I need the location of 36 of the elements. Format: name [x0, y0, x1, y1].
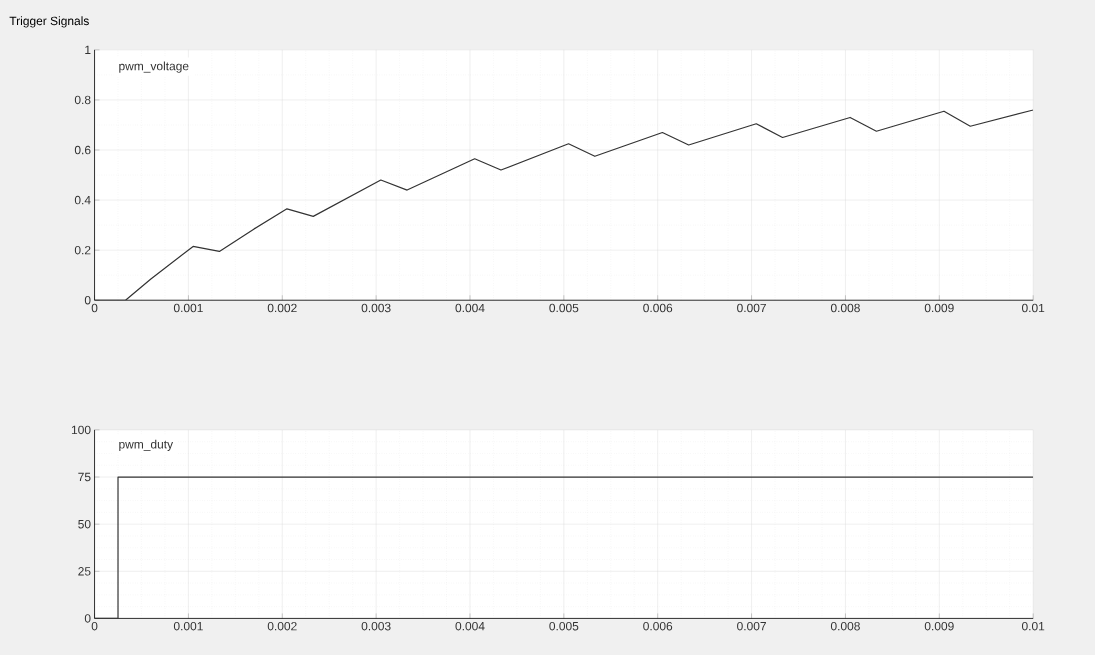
y-tick-label: 0.4	[74, 195, 91, 205]
x-tick-label: 0.003	[361, 303, 391, 313]
y-tick-label: 100	[71, 425, 91, 434]
x-tick-label: 0.01	[1021, 303, 1045, 313]
x-tick-label: 0.002	[267, 621, 297, 631]
x-tick-label: 0.003	[361, 621, 391, 631]
y-tick-label: 0.6	[74, 145, 91, 155]
x-tick-label: 0.007	[737, 303, 766, 313]
text: pwm_voltage	[119, 61, 189, 73]
x-tick-label: 0.006	[643, 303, 673, 313]
y-tick-label: 0.8	[74, 95, 91, 105]
x-tick-label: 0.001	[173, 621, 203, 631]
y-tick-label: 25	[78, 566, 91, 576]
x-tick-label: 0.004	[455, 621, 485, 631]
x-tick-label: 0.01	[1021, 621, 1045, 631]
y-tick-label: 0	[84, 295, 91, 305]
x-tick-label: 0.005	[549, 303, 579, 313]
y-tick-label: 0.2	[74, 245, 91, 255]
x-tick-label: 0.008	[830, 621, 860, 631]
text: Trigger Signals	[9, 16, 89, 28]
text: pwm_duty	[119, 439, 174, 451]
x-tick-label: 0.009	[924, 621, 954, 631]
y-tick-label: 1	[85, 45, 91, 54]
x-tick-label: 0.007	[737, 621, 766, 631]
y-tick-label: 50	[78, 519, 91, 529]
x-tick-label: 0.004	[455, 303, 485, 313]
x-tick-label: 0.009	[924, 303, 954, 313]
x-tick-label: 0	[91, 621, 98, 631]
x-tick-label: 0.008	[830, 303, 860, 313]
y-tick-label: 0	[84, 614, 91, 623]
x-tick-label: 0.006	[643, 621, 673, 631]
y-tick-label: 75	[78, 472, 91, 482]
x-tick-label: 0.005	[549, 621, 579, 631]
x-tick-label: 0.001	[173, 303, 203, 313]
x-tick-label: 0	[91, 303, 98, 313]
x-tick-label: 0.002	[267, 303, 297, 313]
